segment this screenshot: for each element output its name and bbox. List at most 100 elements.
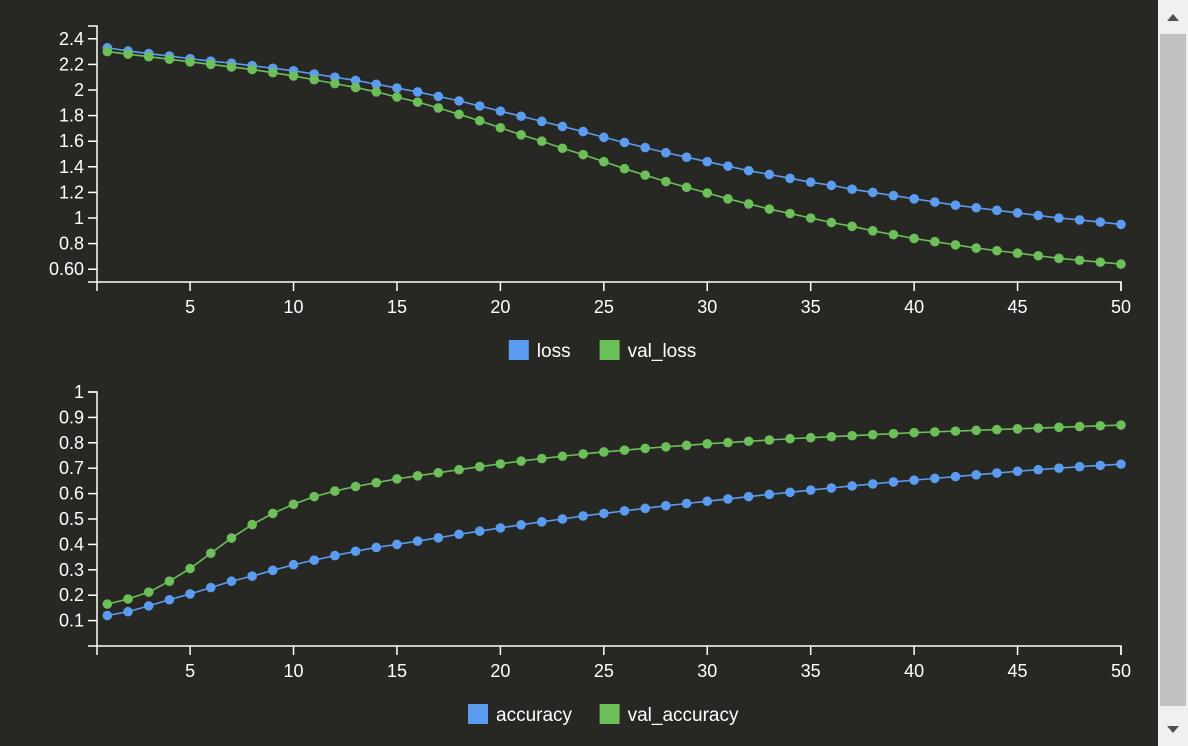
- data-point-val_loss: [205, 59, 216, 70]
- data-point-val_accuracy: [536, 453, 547, 464]
- x-tick-label: 50: [1111, 661, 1131, 681]
- x-tick-label: 15: [387, 297, 407, 317]
- y-tick-label: 0.7: [59, 458, 84, 478]
- data-point-val_accuracy: [309, 491, 320, 502]
- vertical-scrollbar[interactable]: [1158, 0, 1188, 746]
- data-point-val_loss: [330, 78, 340, 89]
- data-point-val_loss: [661, 176, 671, 187]
- data-point-val_loss: [867, 226, 878, 236]
- data-point-val_loss: [681, 182, 692, 193]
- data-point-val_accuracy: [330, 486, 340, 496]
- plot-area: 0.60 0.8 1 1.2 1.4 1.6 1.8 2 2.2 2.4 5 10 15 20 25 30 35…: [49, 25, 1131, 726]
- data-point-val_accuracy: [1074, 421, 1085, 432]
- series-accuracy: [102, 459, 1126, 621]
- data-point-accuracy: [164, 594, 175, 605]
- data-point-val_loss: [950, 240, 961, 250]
- data-point-loss: [1095, 217, 1106, 227]
- y-tick-label: 0.3: [59, 560, 84, 580]
- data-point-val_loss: [826, 217, 837, 228]
- data-point-val_accuracy: [723, 437, 733, 448]
- data-point-accuracy: [288, 559, 299, 570]
- charts-svg: 0.600.811.21.41.61.822.22.45 10 15 20 25 30 35…: [49, 25, 1131, 726]
- data-point-loss: [785, 173, 795, 184]
- data-point-accuracy: [992, 468, 1002, 478]
- y-tick-label: 0.5: [59, 509, 84, 529]
- data-point-accuracy: [1012, 466, 1023, 477]
- data-point-val_loss: [143, 51, 154, 62]
- data-point-accuracy: [1074, 461, 1085, 472]
- legend-label-val_loss: val_loss: [628, 341, 697, 362]
- data-point-val_loss: [123, 49, 133, 59]
- data-point-val_loss: [185, 57, 195, 67]
- x-tick-label: 20: [490, 297, 510, 317]
- data-point-loss: [888, 190, 899, 201]
- data-point-val_loss: [619, 163, 630, 174]
- data-point-val_loss: [247, 64, 257, 75]
- y-tick-label: 0.8: [59, 234, 84, 254]
- data-point-accuracy: [516, 520, 526, 530]
- data-point-val_accuracy: [992, 424, 1002, 435]
- series-line-val_accuracy: [107, 424, 1122, 605]
- data-point-loss: [578, 126, 588, 137]
- data-point-val_loss: [785, 208, 795, 219]
- data-point-loss: [992, 205, 1002, 216]
- x-tick-label: 25: [594, 297, 614, 317]
- data-point-loss: [495, 106, 506, 116]
- data-point-accuracy: [847, 481, 857, 491]
- data-point-val_accuracy: [619, 445, 630, 455]
- data-point-val_accuracy: [1054, 422, 1064, 433]
- scroll-down-button[interactable]: [1158, 712, 1188, 746]
- data-point-loss: [826, 180, 837, 191]
- y-tick-label: 0.2: [59, 585, 84, 605]
- data-point-loss: [1054, 213, 1064, 223]
- data-point-accuracy: [1033, 464, 1044, 475]
- data-point-val_accuracy: [930, 427, 940, 437]
- legend-label-val_accuracy: val_accuracy: [628, 705, 739, 726]
- data-point-val_accuracy: [288, 499, 299, 510]
- data-point-val_accuracy: [640, 443, 651, 454]
- series-val_accuracy: [102, 420, 1126, 609]
- data-point-accuracy: [909, 475, 919, 485]
- data-point-accuracy: [309, 555, 320, 565]
- data-point-accuracy: [226, 576, 237, 587]
- data-point-val_loss: [288, 71, 299, 81]
- data-point-val_loss: [454, 109, 464, 120]
- series-loss: [102, 42, 1126, 230]
- scroll-up-button[interactable]: [1158, 0, 1188, 34]
- data-point-accuracy: [1095, 460, 1106, 471]
- data-point-val_accuracy: [143, 587, 154, 597]
- x-tick-label: 5: [185, 661, 195, 681]
- data-point-loss: [971, 202, 981, 213]
- y-tick-label: 0.4: [59, 534, 84, 554]
- y-tick-label: 2.2: [59, 54, 84, 74]
- legend-label-loss: loss: [537, 341, 571, 362]
- data-point-loss: [433, 91, 444, 102]
- x-tick-label: 40: [904, 661, 924, 681]
- data-point-accuracy: [330, 550, 340, 561]
- data-point-accuracy: [1116, 459, 1126, 469]
- data-point-val_loss: [992, 245, 1002, 256]
- series-line-accuracy: [107, 463, 1122, 617]
- x-tick-label: 10: [284, 297, 304, 317]
- data-point-val_loss: [805, 213, 816, 223]
- y-tick-label: 0.6: [59, 484, 84, 504]
- data-point-accuracy: [681, 498, 692, 509]
- data-point-val_loss: [536, 136, 547, 146]
- y-tick-label: 0.1: [59, 611, 84, 631]
- data-point-val_accuracy: [785, 433, 795, 444]
- data-point-val_accuracy: [350, 481, 361, 492]
- y-tick-label: 0.9: [59, 407, 84, 427]
- data-point-loss: [474, 101, 485, 111]
- x-tick-label: 30: [697, 297, 717, 317]
- data-point-loss: [743, 165, 754, 176]
- data-point-loss: [640, 142, 651, 153]
- legend-label-accuracy: accuracy: [496, 705, 573, 726]
- data-point-accuracy: [640, 503, 651, 514]
- data-point-val_loss: [371, 87, 382, 97]
- data-point-val_accuracy: [371, 477, 382, 488]
- scroll-thumb[interactable]: [1160, 34, 1186, 706]
- data-point-val_loss: [1033, 250, 1044, 261]
- x-tick-label: 45: [1008, 661, 1028, 681]
- data-point-val_accuracy: [1095, 420, 1106, 431]
- chart-panel-1: 0.60 0.8 1 1.2 1.4 1.6 1.8 2 2.2 2.4 5 10 15 20 25 30 35…: [49, 25, 1131, 362]
